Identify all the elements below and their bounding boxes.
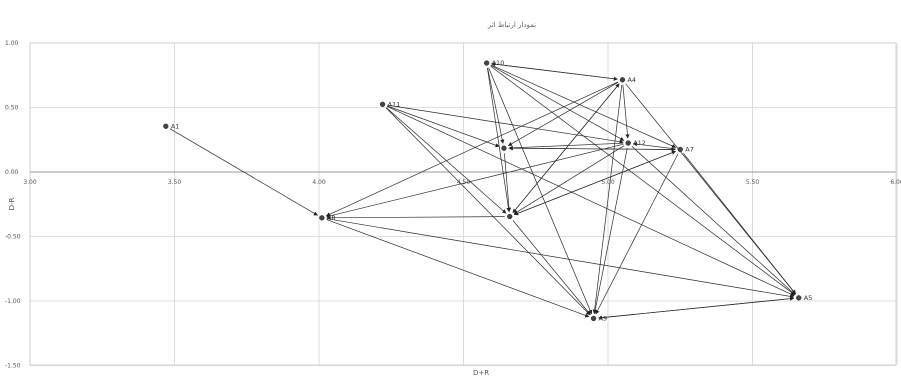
influence-arrow bbox=[487, 67, 511, 213]
influence-arrow bbox=[385, 107, 591, 316]
x-tick-label: 3.50 bbox=[168, 179, 182, 186]
influence-arrow bbox=[593, 147, 628, 315]
y-tick-label: -1.50 bbox=[5, 363, 21, 370]
influence-arrow bbox=[387, 105, 500, 148]
data-point bbox=[379, 101, 386, 107]
influence-arrow bbox=[622, 84, 630, 139]
influence-arrow bbox=[490, 65, 796, 296]
influence-arrow bbox=[490, 65, 625, 141]
x-tick-label: 3.00 bbox=[23, 179, 37, 186]
x-tick-label: 4.00 bbox=[312, 179, 326, 186]
influence-arrow bbox=[514, 150, 676, 216]
y-tick-label: 0.50 bbox=[5, 105, 19, 112]
y-tick-label: -1.00 bbox=[5, 298, 21, 305]
chart-title: نمودار ارتباط اثر bbox=[487, 21, 536, 29]
influence-arrow bbox=[592, 84, 623, 314]
data-point bbox=[319, 215, 325, 221]
plot-frame bbox=[29, 42, 897, 366]
point-label: A1 bbox=[171, 122, 180, 130]
influence-arrow bbox=[595, 153, 679, 315]
y-axis-label: D-R bbox=[8, 197, 16, 210]
influence-arrow bbox=[491, 62, 618, 80]
influence-arrow bbox=[491, 64, 677, 148]
influence-arrow bbox=[326, 218, 795, 299]
point-label: A12 bbox=[633, 139, 646, 147]
y-tick-label: -0.50 bbox=[5, 234, 21, 241]
data-point bbox=[501, 145, 507, 151]
data-point bbox=[619, 77, 626, 83]
influence-arrow bbox=[386, 106, 795, 297]
influence-arrow bbox=[631, 146, 796, 295]
data-point bbox=[483, 60, 490, 66]
x-tick-label: 5.00 bbox=[601, 179, 615, 186]
point-label: A9 bbox=[599, 314, 608, 322]
influence-arrow bbox=[508, 142, 624, 150]
arrows bbox=[169, 62, 796, 320]
influence-arrow bbox=[598, 296, 795, 319]
influence-arrow bbox=[169, 128, 318, 216]
x-tick-label: 6.00 bbox=[890, 179, 901, 186]
influence-arrow bbox=[632, 142, 676, 150]
point-label: A7 bbox=[685, 145, 694, 153]
influence-arrow bbox=[683, 153, 796, 295]
grid bbox=[29, 42, 898, 366]
points: A1 A11 A10 A4 A12 A7 A8 A5 A9 bbox=[163, 59, 812, 322]
influence-arrow bbox=[512, 220, 591, 315]
influence-arrow bbox=[504, 153, 512, 213]
influence-arrow bbox=[513, 145, 625, 215]
point-label: A5 bbox=[804, 294, 813, 302]
influence-arrow bbox=[488, 67, 593, 315]
point-label: A10 bbox=[492, 59, 505, 67]
point-label: A11 bbox=[388, 100, 401, 108]
data-point bbox=[677, 146, 683, 153]
data-point bbox=[625, 140, 631, 146]
influence-arrow bbox=[512, 83, 620, 213]
x-axis-label: D+R bbox=[473, 369, 489, 377]
point-label: A8 bbox=[327, 214, 336, 222]
influence-arrow bbox=[487, 67, 505, 144]
y-tick-label: 1.00 bbox=[5, 40, 19, 47]
data-point bbox=[796, 295, 802, 301]
influence-arrow bbox=[326, 143, 624, 218]
x-tick-label: 4.50 bbox=[457, 179, 471, 186]
x-tick-label: 5.50 bbox=[746, 179, 760, 186]
influence-arrow bbox=[326, 81, 619, 217]
y-tick-label: 0.00 bbox=[5, 169, 19, 176]
point-label: A4 bbox=[627, 76, 636, 84]
data-point bbox=[507, 213, 513, 220]
influence-arrow bbox=[326, 219, 590, 318]
influence-arrow bbox=[508, 147, 676, 152]
data-point bbox=[163, 123, 169, 129]
axes: 3.00 3.50 4.00 4.50 5.00 5.50 6.00 1.00 0.50 0.00… bbox=[5, 40, 901, 370]
influence-arrow bbox=[326, 215, 505, 220]
influence-arrow bbox=[507, 81, 619, 147]
data-point bbox=[590, 315, 597, 322]
